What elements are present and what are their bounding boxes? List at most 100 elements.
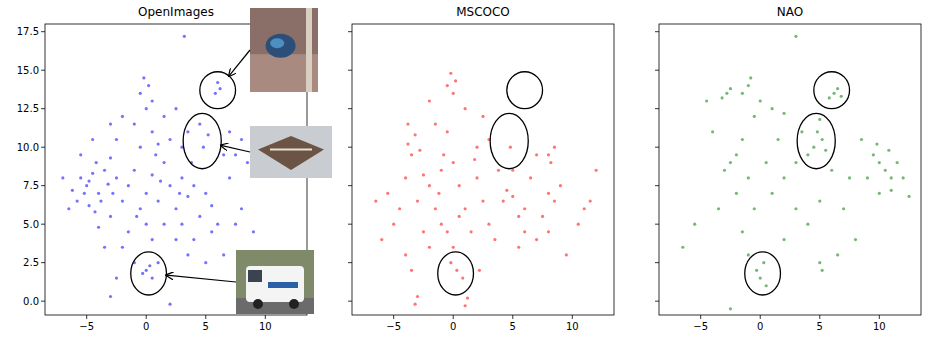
- y-tick: [655, 70, 659, 71]
- point: [818, 261, 821, 264]
- y-tick: [655, 224, 659, 225]
- point: [139, 207, 142, 210]
- y-tick: [348, 224, 352, 225]
- point: [782, 112, 785, 115]
- point: [222, 253, 225, 256]
- region: [814, 72, 850, 109]
- point: [404, 253, 407, 256]
- point: [428, 99, 431, 102]
- region: [797, 113, 835, 168]
- point: [681, 246, 684, 249]
- point: [884, 169, 887, 172]
- region: [200, 72, 236, 109]
- point: [207, 133, 210, 136]
- point: [109, 122, 112, 125]
- frame: [659, 24, 921, 315]
- x-tick-label: 5: [510, 321, 516, 332]
- point: [410, 153, 413, 156]
- point: [107, 183, 110, 186]
- point: [139, 92, 142, 95]
- point: [103, 246, 106, 249]
- point: [210, 204, 213, 207]
- point: [469, 230, 472, 233]
- y-tick: [655, 31, 659, 32]
- point: [386, 192, 389, 195]
- point: [747, 253, 750, 256]
- x-tick-label: −5: [693, 321, 708, 332]
- point: [87, 204, 90, 207]
- point: [794, 161, 797, 164]
- point: [157, 142, 160, 145]
- point: [180, 223, 183, 226]
- region: [490, 113, 528, 168]
- point: [91, 138, 94, 141]
- point: [121, 115, 124, 118]
- title: NAO: [777, 5, 803, 19]
- point: [449, 72, 452, 75]
- y-tick: [348, 147, 352, 148]
- point: [192, 238, 195, 241]
- x-tick-label: 5: [817, 321, 823, 332]
- point: [475, 176, 478, 179]
- point: [406, 142, 409, 145]
- title: OpenImages: [138, 5, 214, 19]
- point: [848, 176, 851, 179]
- point: [747, 176, 750, 179]
- point: [872, 153, 875, 156]
- point: [109, 215, 112, 218]
- point: [127, 230, 130, 233]
- x-tick-label: 10: [566, 321, 579, 332]
- point: [830, 169, 833, 172]
- point: [475, 146, 478, 149]
- point: [434, 122, 437, 125]
- point: [174, 238, 177, 241]
- point: [97, 226, 100, 229]
- point: [440, 169, 443, 172]
- x-tick-label: 10: [259, 321, 272, 332]
- point: [875, 142, 878, 145]
- point: [832, 92, 835, 95]
- y-tick: [655, 147, 659, 148]
- point: [168, 184, 171, 187]
- point: [145, 269, 148, 272]
- y-tick: [655, 262, 659, 263]
- point: [145, 223, 148, 226]
- point: [133, 169, 136, 172]
- point: [240, 207, 243, 210]
- point: [497, 169, 500, 172]
- point: [517, 246, 520, 249]
- region: [745, 252, 781, 295]
- point: [583, 207, 586, 210]
- point: [174, 207, 177, 210]
- point: [502, 199, 505, 202]
- point: [151, 99, 154, 102]
- y-tick: [41, 108, 45, 109]
- y-tick: [655, 185, 659, 186]
- point: [725, 92, 728, 95]
- point: [121, 199, 124, 202]
- point: [523, 230, 526, 233]
- point: [414, 303, 417, 306]
- frame: [352, 24, 614, 315]
- point: [454, 79, 457, 82]
- point: [85, 184, 88, 187]
- point: [87, 179, 90, 182]
- point: [216, 223, 219, 226]
- point: [157, 261, 160, 264]
- point: [202, 146, 205, 149]
- point: [404, 176, 407, 179]
- y-tick-label: 7.5: [23, 180, 39, 191]
- point: [148, 264, 151, 267]
- point: [487, 223, 490, 226]
- point: [481, 115, 484, 118]
- point: [398, 207, 401, 210]
- x-tick-label: −5: [386, 321, 401, 332]
- point: [717, 207, 720, 210]
- point: [434, 207, 437, 210]
- point: [452, 246, 455, 249]
- point: [464, 107, 467, 110]
- point: [79, 153, 82, 156]
- y-tick: [348, 108, 352, 109]
- title: MSCOCO: [456, 5, 510, 19]
- point: [741, 230, 744, 233]
